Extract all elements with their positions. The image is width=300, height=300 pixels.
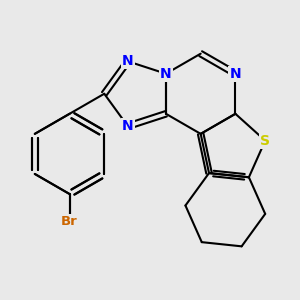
Text: S: S	[260, 134, 270, 148]
Text: Br: Br	[61, 215, 78, 228]
Text: Br: Br	[61, 215, 78, 228]
Text: N: N	[122, 54, 134, 68]
Text: N: N	[122, 119, 134, 133]
Text: N: N	[160, 67, 172, 81]
Text: N: N	[230, 67, 241, 81]
